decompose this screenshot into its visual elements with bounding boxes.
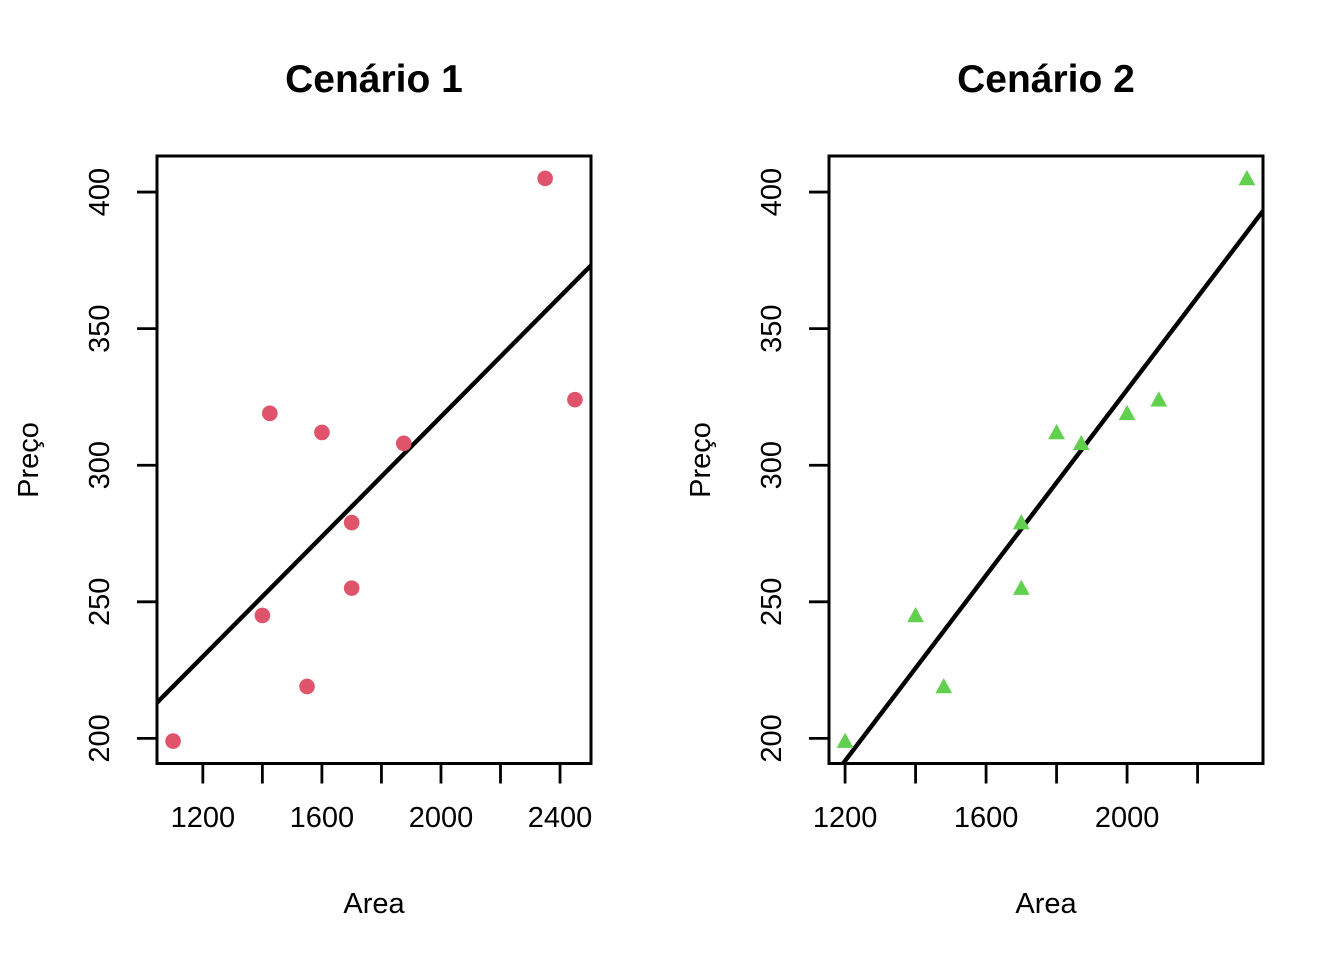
plot-title-1: Cenário 1	[285, 58, 463, 101]
x-tick-label: 1200	[813, 802, 878, 834]
data-point	[1012, 514, 1030, 530]
data-point	[1238, 169, 1256, 186]
data-point	[935, 678, 953, 694]
data-point	[567, 391, 583, 408]
x-tick-label: 2000	[1095, 802, 1160, 834]
data-point	[343, 514, 360, 531]
data-point	[165, 733, 181, 749]
x-axis-title-1: Area	[343, 888, 405, 920]
y-axis-title-1: Preço	[13, 422, 45, 498]
x-axis-title-2: Area	[1015, 888, 1077, 920]
y-tick-label: 250	[756, 578, 788, 626]
y-tick-label: 350	[84, 304, 116, 352]
x-tick-label: 2400	[528, 802, 593, 834]
plot-box	[827, 154, 1265, 765]
data-point	[1072, 434, 1090, 451]
y-tick-label: 300	[756, 441, 788, 489]
data-point	[537, 170, 553, 187]
data-point	[254, 607, 271, 624]
y-tick-label: 400	[756, 168, 788, 216]
regression-line	[155, 263, 593, 705]
y-tick-label: 200	[84, 714, 116, 762]
data-point	[1012, 579, 1030, 595]
y-tick-label: 300	[84, 441, 116, 489]
data-point	[1150, 391, 1168, 407]
x-tick-label: 1600	[954, 802, 1019, 834]
y-tick-label: 350	[756, 304, 788, 352]
y-tick-label: 250	[84, 578, 116, 626]
y-axis-title-2: Preço	[685, 422, 717, 498]
plot-2-layer: 1200 1600 2000 200 250 300 350 400	[756, 154, 1265, 834]
x-tick-label: 1600	[290, 802, 355, 834]
y-tick-label: 400	[84, 168, 116, 216]
x-tick-label: 2000	[409, 802, 474, 834]
data-point	[907, 607, 924, 623]
data-point	[1048, 424, 1065, 440]
data-point	[836, 732, 854, 748]
data-point	[262, 405, 278, 422]
data-point	[343, 580, 360, 596]
data-point	[299, 678, 315, 695]
data-point	[395, 435, 412, 452]
regression-line	[841, 209, 1265, 765]
plot-box	[155, 154, 593, 765]
x-tick-label: 1200	[171, 802, 236, 834]
plot-1-layer: 1200 1600 2000 2400 200 250 300 350 400	[84, 154, 593, 834]
y-tick-label: 200	[756, 714, 788, 762]
data-point	[1118, 404, 1136, 421]
plot-title-2: Cenário 2	[957, 58, 1135, 101]
data-point	[314, 424, 330, 441]
